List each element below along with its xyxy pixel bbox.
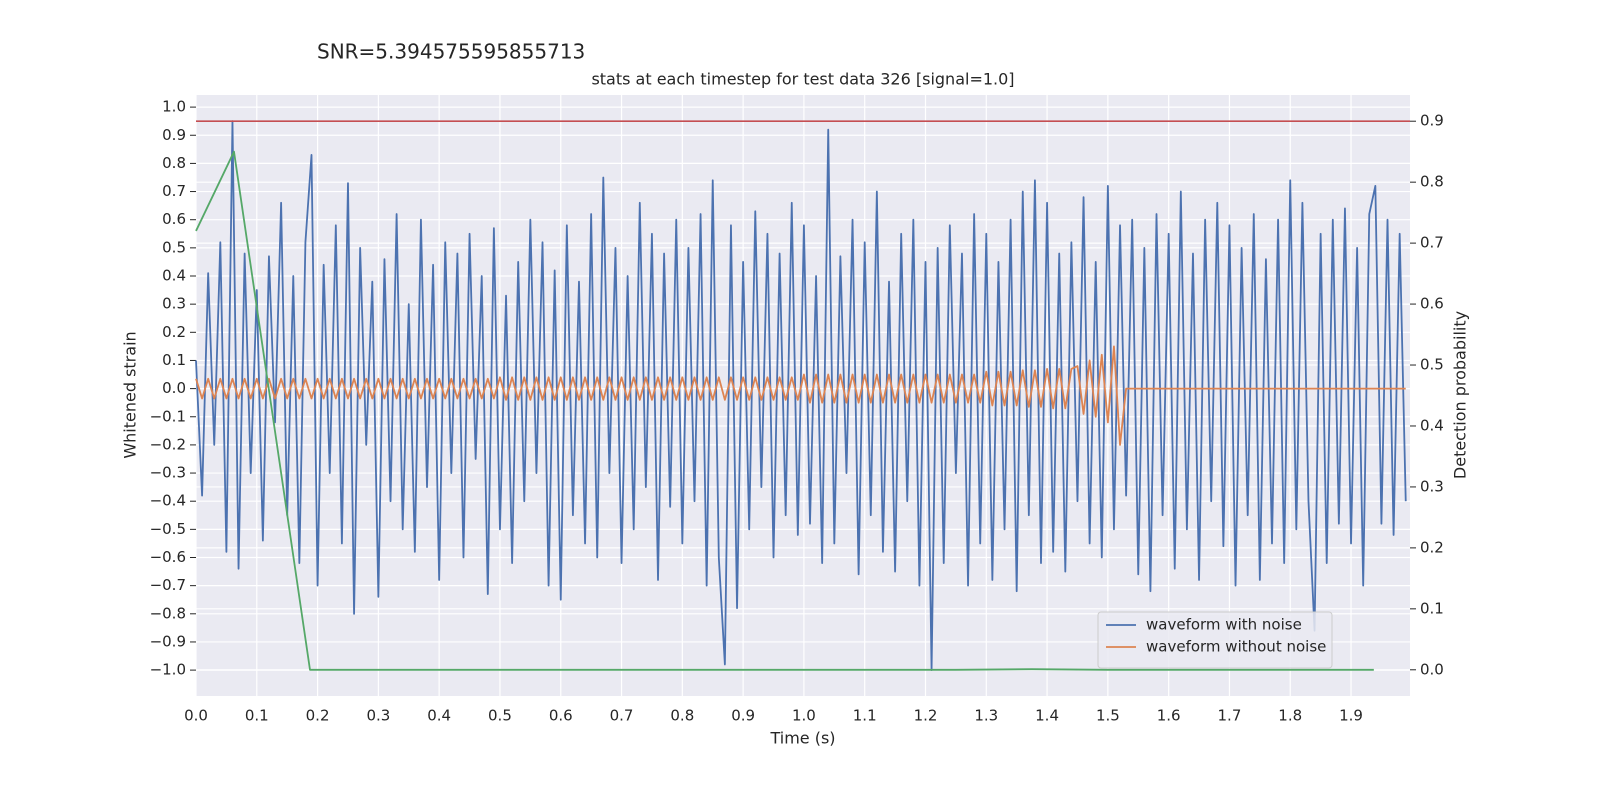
- y2-axis-label: Detection probability: [1451, 311, 1470, 479]
- y-tick-label: 0.5: [162, 238, 186, 256]
- x-tick-label: 1.3: [974, 707, 998, 725]
- legend-label: waveform without noise: [1146, 638, 1326, 656]
- chart-title: stats at each timestep for test data 326…: [591, 70, 1014, 89]
- y2-tick-label: 0.4: [1420, 416, 1444, 434]
- x-tick-label: 1.6: [1157, 707, 1181, 725]
- y2-tick-label: 0.8: [1420, 173, 1444, 191]
- x-tick-label: 0.6: [549, 707, 573, 725]
- y-tick-label: −0.2: [150, 435, 186, 453]
- x-axis-label: Time (s): [769, 729, 835, 748]
- y2-tick-label: 0.5: [1420, 356, 1444, 374]
- x-tick-label: 1.5: [1096, 707, 1120, 725]
- y-tick-label: 1.0: [162, 98, 186, 116]
- y-tick-label: −0.4: [150, 492, 186, 510]
- y2-tick-label: 0.7: [1420, 234, 1444, 252]
- series-line: [195, 150, 1374, 671]
- y-tick-label: 0.9: [162, 126, 186, 144]
- y-tick-label: −0.7: [150, 576, 186, 594]
- legend-box: [1097, 611, 1333, 669]
- x-tick-label: 1.0: [792, 707, 816, 725]
- y2-tick-label: 0.3: [1420, 477, 1444, 495]
- x-tick-label: 1.2: [914, 707, 938, 725]
- y-tick-label: 0.7: [162, 182, 186, 200]
- x-tick-label: 0.1: [245, 707, 269, 725]
- y-tick-label: 0.3: [162, 295, 186, 313]
- y-tick-label: 0.1: [162, 351, 186, 369]
- y2-tick-label: 0.2: [1420, 538, 1444, 556]
- x-tick-label: 0.3: [366, 707, 390, 725]
- series-line: [195, 120, 1407, 671]
- y-tick-label: −0.9: [150, 632, 186, 650]
- x-tick-label: 1.7: [1218, 707, 1242, 725]
- y-tick-label: 0.0: [162, 379, 186, 397]
- x-tick-label: 0.4: [427, 707, 451, 725]
- y-tick-label: −0.6: [150, 548, 186, 566]
- y-tick-label: 0.8: [162, 154, 186, 172]
- y2-tick-label: 0.0: [1420, 660, 1444, 678]
- y2-tick-label: 0.1: [1420, 599, 1444, 617]
- legend: waveform with noise waveform without nois…: [1097, 611, 1333, 669]
- x-tick-label: 0.9: [731, 707, 755, 725]
- suptitle: SNR=5.394575595855713: [317, 40, 585, 64]
- x-tick-label: 0.8: [670, 707, 694, 725]
- y2-tick-label: 0.6: [1420, 295, 1444, 313]
- x-tick-label: 1.1: [853, 707, 877, 725]
- y-tick-label: −1.0: [150, 661, 186, 679]
- x-tick-label: 0.5: [488, 707, 512, 725]
- y-tick-label: 0.6: [162, 210, 186, 228]
- y-tick-label: −0.5: [150, 520, 186, 538]
- x-tick-label: 0.0: [184, 707, 208, 725]
- y-tick-label: −0.1: [150, 407, 186, 425]
- x-tick-label: 0.2: [306, 707, 330, 725]
- y2-tick-label: 0.9: [1420, 112, 1444, 130]
- x-tick-label: 1.8: [1278, 707, 1302, 725]
- y-axis-label: Whitened strain: [121, 331, 140, 458]
- x-tick-label: 1.4: [1035, 707, 1059, 725]
- y-tick-label: −0.8: [150, 604, 186, 622]
- y-tick-label: 0.2: [162, 323, 186, 341]
- series-line: [195, 345, 1406, 446]
- y-tick-label: 0.4: [162, 267, 186, 285]
- y-tick-label: −0.3: [150, 464, 186, 482]
- x-tick-label: 1.9: [1339, 707, 1363, 725]
- x-tick-label: 0.7: [610, 707, 634, 725]
- legend-label: waveform with noise: [1146, 616, 1302, 634]
